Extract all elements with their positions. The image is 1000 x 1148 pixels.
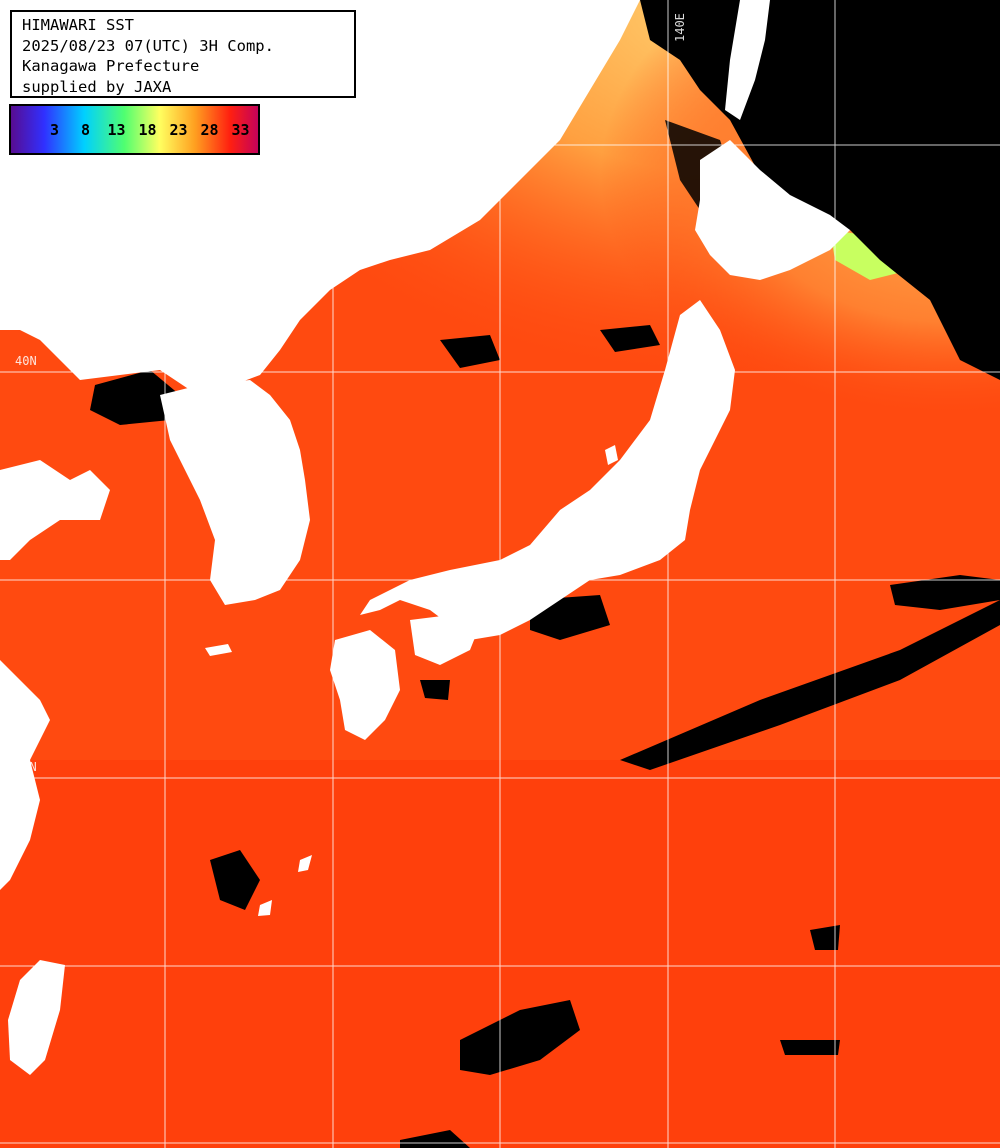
legend-tick: 13 — [107, 120, 126, 139]
land-hokkaido — [695, 140, 850, 280]
land-honshu — [360, 300, 735, 640]
legend-tick: 33 — [231, 120, 250, 139]
cloud-sea-japan-2 — [600, 325, 660, 352]
land-taiwan — [8, 960, 65, 1075]
land-shikoku — [410, 615, 480, 665]
map-title: HIMAWARI SST — [22, 16, 134, 34]
cloud-pacific-2 — [890, 575, 1000, 610]
land-china-east — [0, 660, 50, 890]
cloud-korea-north — [90, 370, 180, 425]
map-datetime: 2025/08/23 07(UTC) 3H Comp. — [22, 36, 274, 55]
legend-tick: 23 — [169, 120, 188, 139]
latitude-label-40n: 40N — [15, 354, 37, 368]
info-box: HIMAWARI SST 2025/08/23 07(UTC) 3H Comp.… — [10, 10, 356, 98]
latitude-label-30n: 30N — [15, 760, 37, 774]
legend-tick-labels: 3 8 13 18 23 28 33 — [11, 106, 258, 153]
land-sakhalin — [725, 0, 770, 120]
land-korea — [160, 380, 310, 605]
land-china-coast — [0, 460, 110, 560]
cloud-south-1 — [460, 1000, 580, 1075]
land-jeju — [205, 644, 232, 656]
cloud-east-china-sea — [420, 680, 450, 700]
land-okinawa-chain — [258, 855, 312, 916]
legend-tick: 28 — [200, 120, 219, 139]
cloud-far-south — [780, 1040, 840, 1055]
cloud-sea-japan-1 — [440, 335, 500, 368]
cloud-southeast — [810, 925, 840, 950]
map-credit: supplied by JAXA — [22, 77, 172, 96]
legend-color-bar — [9, 104, 260, 155]
longitude-label-140e: 140E — [673, 13, 687, 42]
land-kyushu — [330, 630, 400, 740]
cloud-ryukyu — [210, 850, 260, 910]
cloud-pacific-1 — [620, 600, 1000, 770]
legend-tick: 8 — [80, 120, 91, 139]
map-prefecture: Kanagawa Prefecture — [22, 57, 200, 75]
legend-tick: 18 — [138, 120, 157, 139]
temperature-legend: 3 8 13 18 23 28 33 — [9, 104, 260, 155]
land-sado-island — [605, 445, 618, 465]
legend-tick: 3 — [49, 120, 60, 139]
